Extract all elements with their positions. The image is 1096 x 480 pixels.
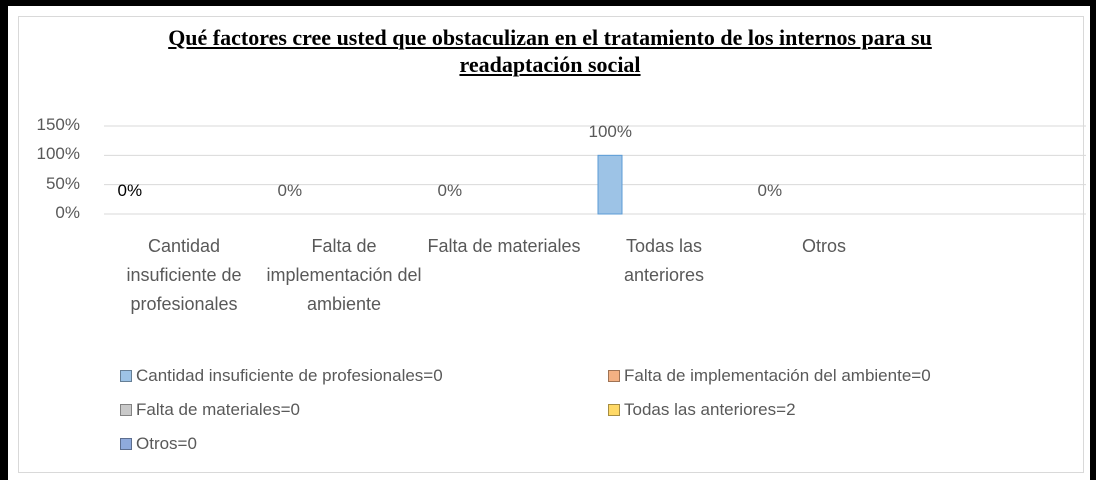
legend-swatch (120, 370, 132, 382)
legend-label: Falta de materiales=0 (136, 400, 300, 419)
chart-frame (8, 6, 1090, 480)
y-tick-label: 50% (45, 173, 80, 193)
bar (597, 154, 623, 215)
legend-swatch (120, 438, 132, 450)
legend-entry: Otros=0 (120, 434, 197, 454)
legend-label: Otros=0 (136, 434, 197, 453)
x-tick-label: Falta de materiales (427, 236, 581, 256)
x-tick-label: Falta de implementación del ambiente (266, 236, 422, 314)
x-tick-label: Cantidad insuficiente de profesionales (126, 236, 242, 314)
legend-label: Cantidad insuficiente de profesionales=0 (136, 366, 443, 385)
y-tick-label: 0% (55, 203, 80, 222)
data-label: 100% (588, 122, 632, 142)
x-tick-label: Otros (801, 236, 846, 256)
legend-swatch (120, 404, 132, 416)
data-label: 0% (117, 181, 143, 200)
chart-area (18, 16, 1084, 473)
legend-entry: Todas las anteriores=2 (608, 400, 796, 420)
x-tick-label: Todas las anteriores (623, 236, 705, 285)
data-label: 0% (277, 181, 303, 200)
data-label: 0% (437, 181, 463, 200)
legend-swatch (608, 370, 620, 382)
data-label: 0% (757, 181, 783, 200)
y-tick-label: 150% (36, 115, 80, 134)
legend-label: Falta de implementación del ambiente=0 (624, 366, 931, 385)
legend-label: Todas las anteriores=2 (624, 400, 796, 419)
legend-entry: Falta de materiales=0 (120, 400, 300, 420)
legend-entry: Falta de implementación del ambiente=0 (608, 366, 931, 386)
chart-title: Qué factores cree usted que obstaculizan… (168, 25, 932, 77)
y-tick-label: 100% (36, 144, 80, 164)
legend-entry: Cantidad insuficiente de profesionales=0 (120, 366, 443, 386)
legend-swatch (608, 404, 620, 416)
